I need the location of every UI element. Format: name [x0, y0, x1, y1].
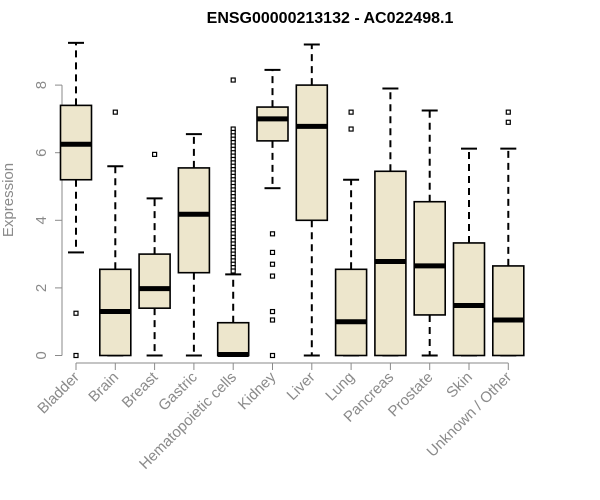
outlier-point: [348, 126, 354, 132]
y-tick-label: 2: [33, 284, 50, 292]
outlier-point: [269, 261, 276, 267]
outlier-point: [269, 249, 276, 256]
y-tick-label: 8: [33, 81, 50, 89]
iqr-box: [413, 200, 447, 316]
plot-area: [59, 41, 525, 359]
box-brain: [99, 109, 132, 357]
y-axis: 0 2 4 6 8: [33, 81, 63, 360]
y-tick-label: 0: [33, 351, 50, 359]
x-tick-label: Liver: [284, 369, 319, 404]
box-pancreas: [374, 87, 407, 357]
x-tick-label: Skin: [443, 369, 476, 402]
outlier-point: [112, 109, 118, 115]
iqr-box: [452, 242, 486, 357]
x-tick-label: Kidney: [235, 368, 280, 413]
outlier-point: [73, 310, 79, 316]
box-prostate: [413, 109, 447, 357]
y-tick-label: 4: [33, 216, 50, 224]
chart-title: ENSG00000213132 - AC022498.1: [207, 10, 454, 27]
box-liver: [295, 43, 329, 357]
iqr-box: [177, 167, 211, 274]
x-tick-label: Brain: [85, 369, 122, 406]
iqr-box: [295, 84, 329, 222]
iqr-box: [334, 268, 368, 357]
outlier-point: [269, 308, 276, 315]
x-tick-label: Lung: [322, 369, 358, 405]
outlier-point: [230, 268, 236, 274]
outlier-point: [269, 231, 276, 237]
y-axis-label: Expression: [0, 163, 17, 237]
box-skin: [452, 147, 486, 357]
box-gastric: [177, 133, 211, 357]
box-bladder: [59, 41, 93, 359]
box-hematopoietic-cells: [216, 77, 250, 357]
outlier-point: [505, 109, 511, 115]
box-unknown-other: [491, 109, 525, 357]
box-kidney: [256, 68, 289, 359]
x-tick-label: Breast: [119, 368, 162, 411]
outlier-point: [348, 109, 354, 115]
outlier-point: [269, 352, 276, 359]
outlier-point: [269, 273, 276, 279]
iqr-box: [216, 321, 250, 357]
box-breast: [138, 151, 171, 357]
iqr-box: [256, 106, 289, 142]
outlier-point: [230, 77, 236, 83]
outlier-point: [505, 119, 511, 125]
box-lung: [334, 109, 368, 357]
outlier-point: [269, 317, 276, 323]
outlier-point: [152, 151, 158, 157]
outlier-point: [73, 352, 79, 359]
iqr-box: [138, 253, 171, 309]
y-tick-label: 6: [33, 149, 50, 157]
x-tick-label: Bladder: [34, 369, 83, 418]
iqr-box: [491, 265, 525, 357]
